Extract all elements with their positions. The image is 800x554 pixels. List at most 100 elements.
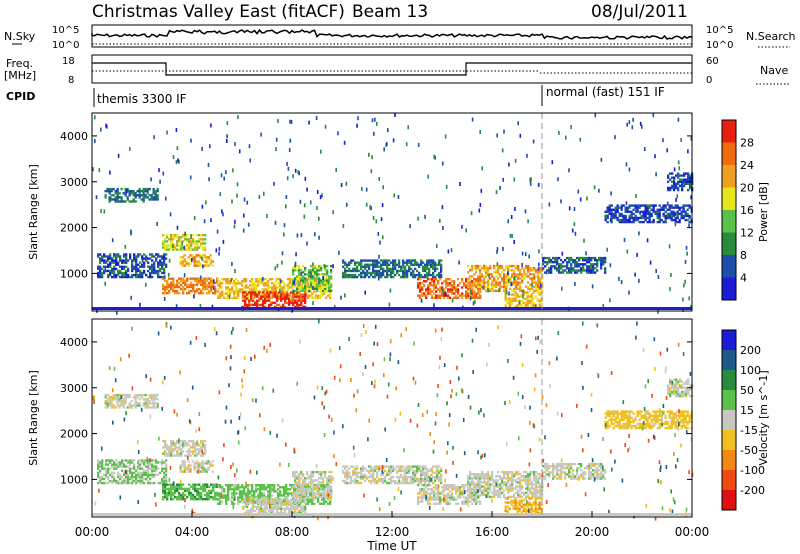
range-cell bbox=[685, 182, 688, 186]
range-cell bbox=[184, 283, 187, 287]
range-cell bbox=[176, 283, 179, 287]
range-cell bbox=[526, 295, 529, 298]
range-cell bbox=[402, 275, 405, 279]
range-cell bbox=[252, 499, 255, 502]
range-cell bbox=[432, 271, 435, 275]
range-cell bbox=[298, 505, 301, 508]
range-cell bbox=[203, 260, 206, 263]
scatter-echo bbox=[232, 168, 234, 173]
range-cell bbox=[504, 293, 507, 296]
range-cell bbox=[163, 461, 166, 464]
range-cell bbox=[183, 462, 186, 465]
range-cell bbox=[420, 471, 423, 474]
scatter-echo bbox=[417, 216, 419, 221]
range-cell bbox=[181, 256, 184, 259]
range-cell bbox=[135, 475, 138, 479]
range-cell bbox=[584, 259, 587, 262]
range-cell bbox=[644, 208, 647, 211]
range-cell bbox=[322, 479, 325, 482]
range-cell bbox=[318, 281, 321, 284]
range-cell bbox=[469, 285, 472, 288]
range-cell bbox=[440, 475, 443, 479]
range-cell bbox=[564, 259, 567, 262]
range-cell bbox=[364, 467, 367, 470]
range-cell bbox=[127, 465, 130, 468]
range-cell bbox=[184, 489, 187, 493]
range-cell bbox=[133, 459, 136, 462]
range-cell bbox=[263, 494, 266, 497]
range-cell bbox=[286, 293, 289, 296]
range-cell bbox=[310, 285, 313, 288]
range-cell bbox=[116, 402, 119, 405]
range-cell bbox=[437, 294, 440, 297]
range-cell bbox=[284, 497, 287, 500]
range-cell bbox=[113, 275, 116, 279]
range-cell bbox=[296, 495, 299, 499]
range-cell bbox=[109, 261, 112, 264]
range-cell bbox=[483, 269, 486, 272]
range-cell bbox=[112, 404, 115, 407]
range-cell bbox=[237, 282, 240, 285]
range-cell bbox=[535, 281, 538, 284]
range-cell bbox=[313, 484, 316, 487]
scatter-echo bbox=[172, 244, 174, 248]
range-cell bbox=[683, 178, 686, 181]
range-cell bbox=[262, 497, 265, 500]
range-cell bbox=[669, 188, 672, 192]
range-cell bbox=[455, 290, 458, 293]
range-cell bbox=[164, 491, 167, 495]
range-cell bbox=[314, 485, 317, 488]
range-cell bbox=[441, 292, 444, 295]
range-cell bbox=[528, 299, 531, 302]
range-cell bbox=[671, 172, 674, 175]
range-cell bbox=[310, 281, 313, 284]
range-cell bbox=[225, 288, 228, 291]
scatter-echo bbox=[158, 168, 160, 173]
range-cell bbox=[308, 275, 311, 278]
scatter-echo bbox=[249, 158, 251, 163]
range-cell bbox=[382, 471, 385, 474]
range-cell bbox=[165, 253, 168, 256]
range-cell bbox=[440, 267, 443, 271]
range-cell bbox=[320, 281, 323, 284]
scatter-echo bbox=[321, 193, 323, 198]
range-cell bbox=[465, 280, 468, 283]
range-cell bbox=[443, 292, 446, 295]
range-cell bbox=[221, 496, 224, 499]
range-cell bbox=[255, 488, 258, 491]
range-cell bbox=[582, 263, 585, 266]
range-cell bbox=[149, 461, 152, 464]
range-cell bbox=[671, 180, 674, 183]
range-cell bbox=[566, 261, 569, 264]
range-cell bbox=[406, 275, 409, 279]
range-cell bbox=[128, 200, 131, 203]
range-cell bbox=[251, 284, 254, 287]
range-cell bbox=[540, 299, 543, 302]
range-cell bbox=[170, 487, 173, 491]
range-cell bbox=[491, 287, 494, 290]
range-cell bbox=[308, 489, 311, 492]
range-cell bbox=[646, 210, 649, 213]
range-cell bbox=[252, 293, 255, 296]
scatter-echo bbox=[320, 149, 322, 154]
scatter-echo bbox=[577, 189, 580, 194]
range-cell bbox=[495, 275, 498, 278]
range-cell bbox=[328, 495, 331, 499]
range-cell bbox=[527, 269, 530, 272]
range-cell bbox=[194, 450, 197, 453]
range-cell bbox=[356, 479, 359, 483]
range-cell bbox=[667, 180, 670, 183]
range-cell bbox=[408, 475, 411, 479]
range-cell bbox=[182, 493, 185, 497]
range-cell bbox=[195, 462, 198, 465]
range-cell bbox=[326, 273, 329, 276]
range-cell bbox=[656, 216, 659, 220]
range-cell bbox=[287, 288, 290, 291]
scatter-echo bbox=[304, 284, 306, 289]
scatter-echo bbox=[228, 294, 231, 299]
range-cell bbox=[416, 469, 419, 472]
range-cell bbox=[469, 275, 472, 278]
range-cell bbox=[380, 479, 383, 483]
range-cell bbox=[298, 487, 301, 490]
range-cell bbox=[211, 460, 214, 463]
